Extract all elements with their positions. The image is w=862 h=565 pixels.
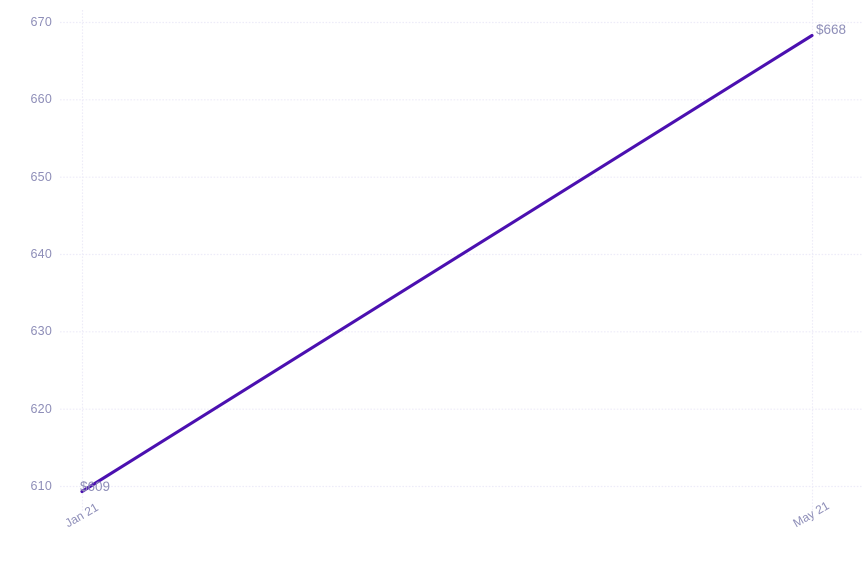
point-label-may-21: $668 [816,22,847,37]
ytick-label-670: 670 [30,15,52,29]
ytick-label-620: 620 [30,402,52,416]
series-line [80,33,814,494]
ytick-label-610: 610 [30,479,52,493]
point-label-jan-21: $609 [80,479,111,494]
ytick-label-650: 650 [30,170,52,184]
ytick-label-630: 630 [30,324,52,338]
vertical-gridlines [81,0,814,511]
ytick-label-640: 640 [30,247,52,261]
ytick-label-660: 660 [30,92,52,106]
